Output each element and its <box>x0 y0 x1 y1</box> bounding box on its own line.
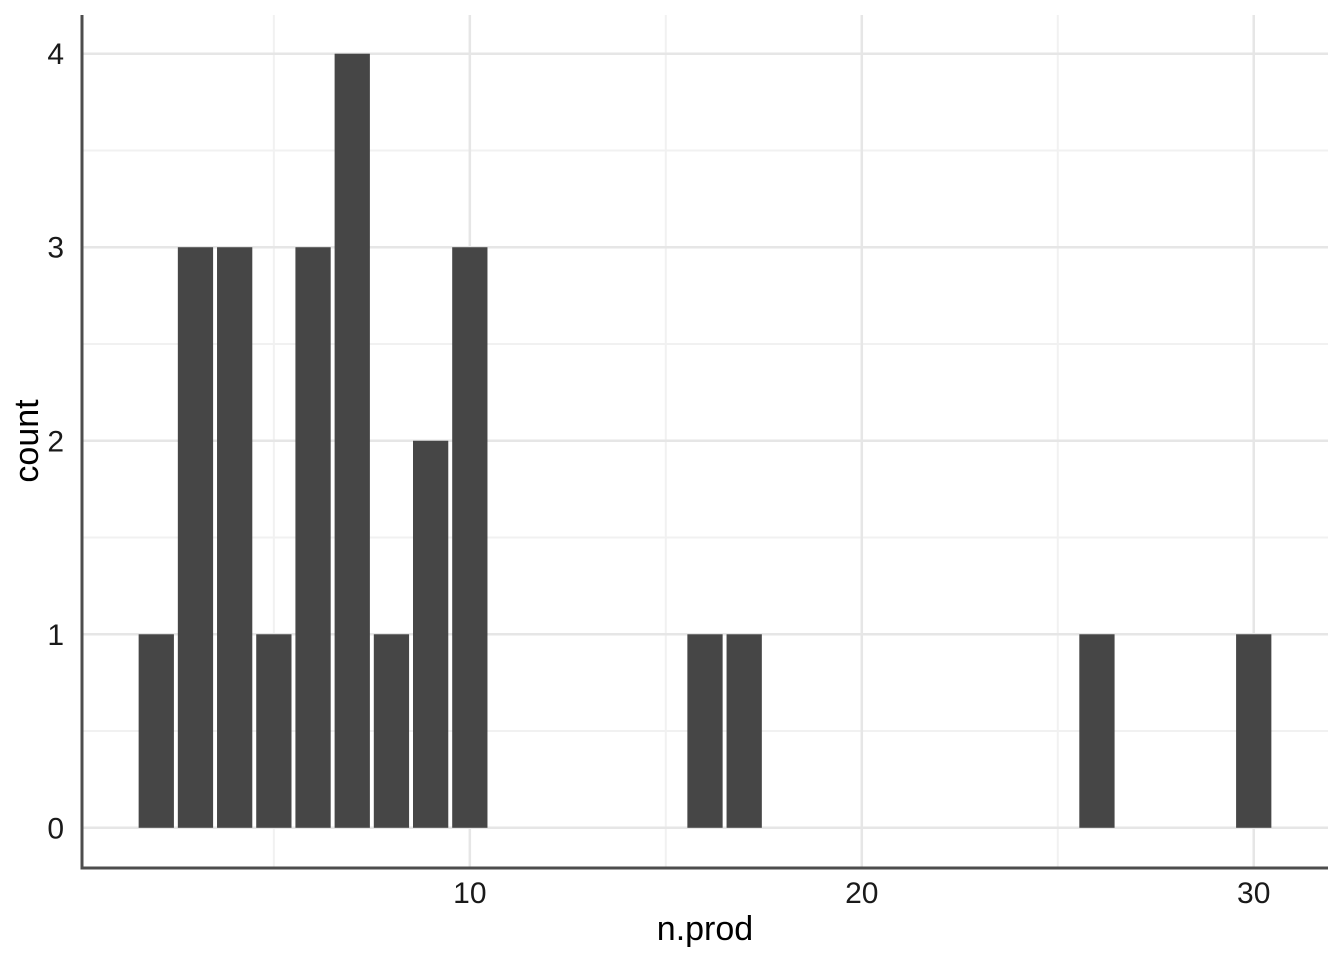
y-tick-labels: 0 1 2 3 4 <box>47 38 64 845</box>
axis-lines <box>80 15 1328 870</box>
bar <box>412 440 449 828</box>
bar <box>726 634 762 828</box>
bar <box>1079 634 1115 828</box>
y-tick-label: 4 <box>47 38 64 71</box>
bar <box>373 634 410 828</box>
x-axis-title: n.prod <box>657 910 753 948</box>
bar <box>1236 634 1272 828</box>
bar <box>177 247 214 828</box>
y-tick-label: 1 <box>47 619 64 652</box>
histogram-bars <box>138 53 1272 828</box>
x-tick-label: 20 <box>845 877 878 910</box>
x-tick-labels: 10 20 30 <box>453 877 1270 910</box>
bar <box>138 634 174 828</box>
bar <box>687 634 723 828</box>
bar <box>334 53 370 828</box>
y-axis-title: count <box>8 399 46 483</box>
bar <box>295 247 331 828</box>
bar <box>452 247 488 828</box>
bar <box>256 634 292 828</box>
bar <box>217 247 253 828</box>
y-tick-label: 0 <box>47 812 64 845</box>
y-tick-label: 3 <box>47 232 64 265</box>
y-tick-label: 2 <box>47 425 64 458</box>
x-tick-label: 30 <box>1237 877 1270 910</box>
x-tick-label: 10 <box>453 877 486 910</box>
